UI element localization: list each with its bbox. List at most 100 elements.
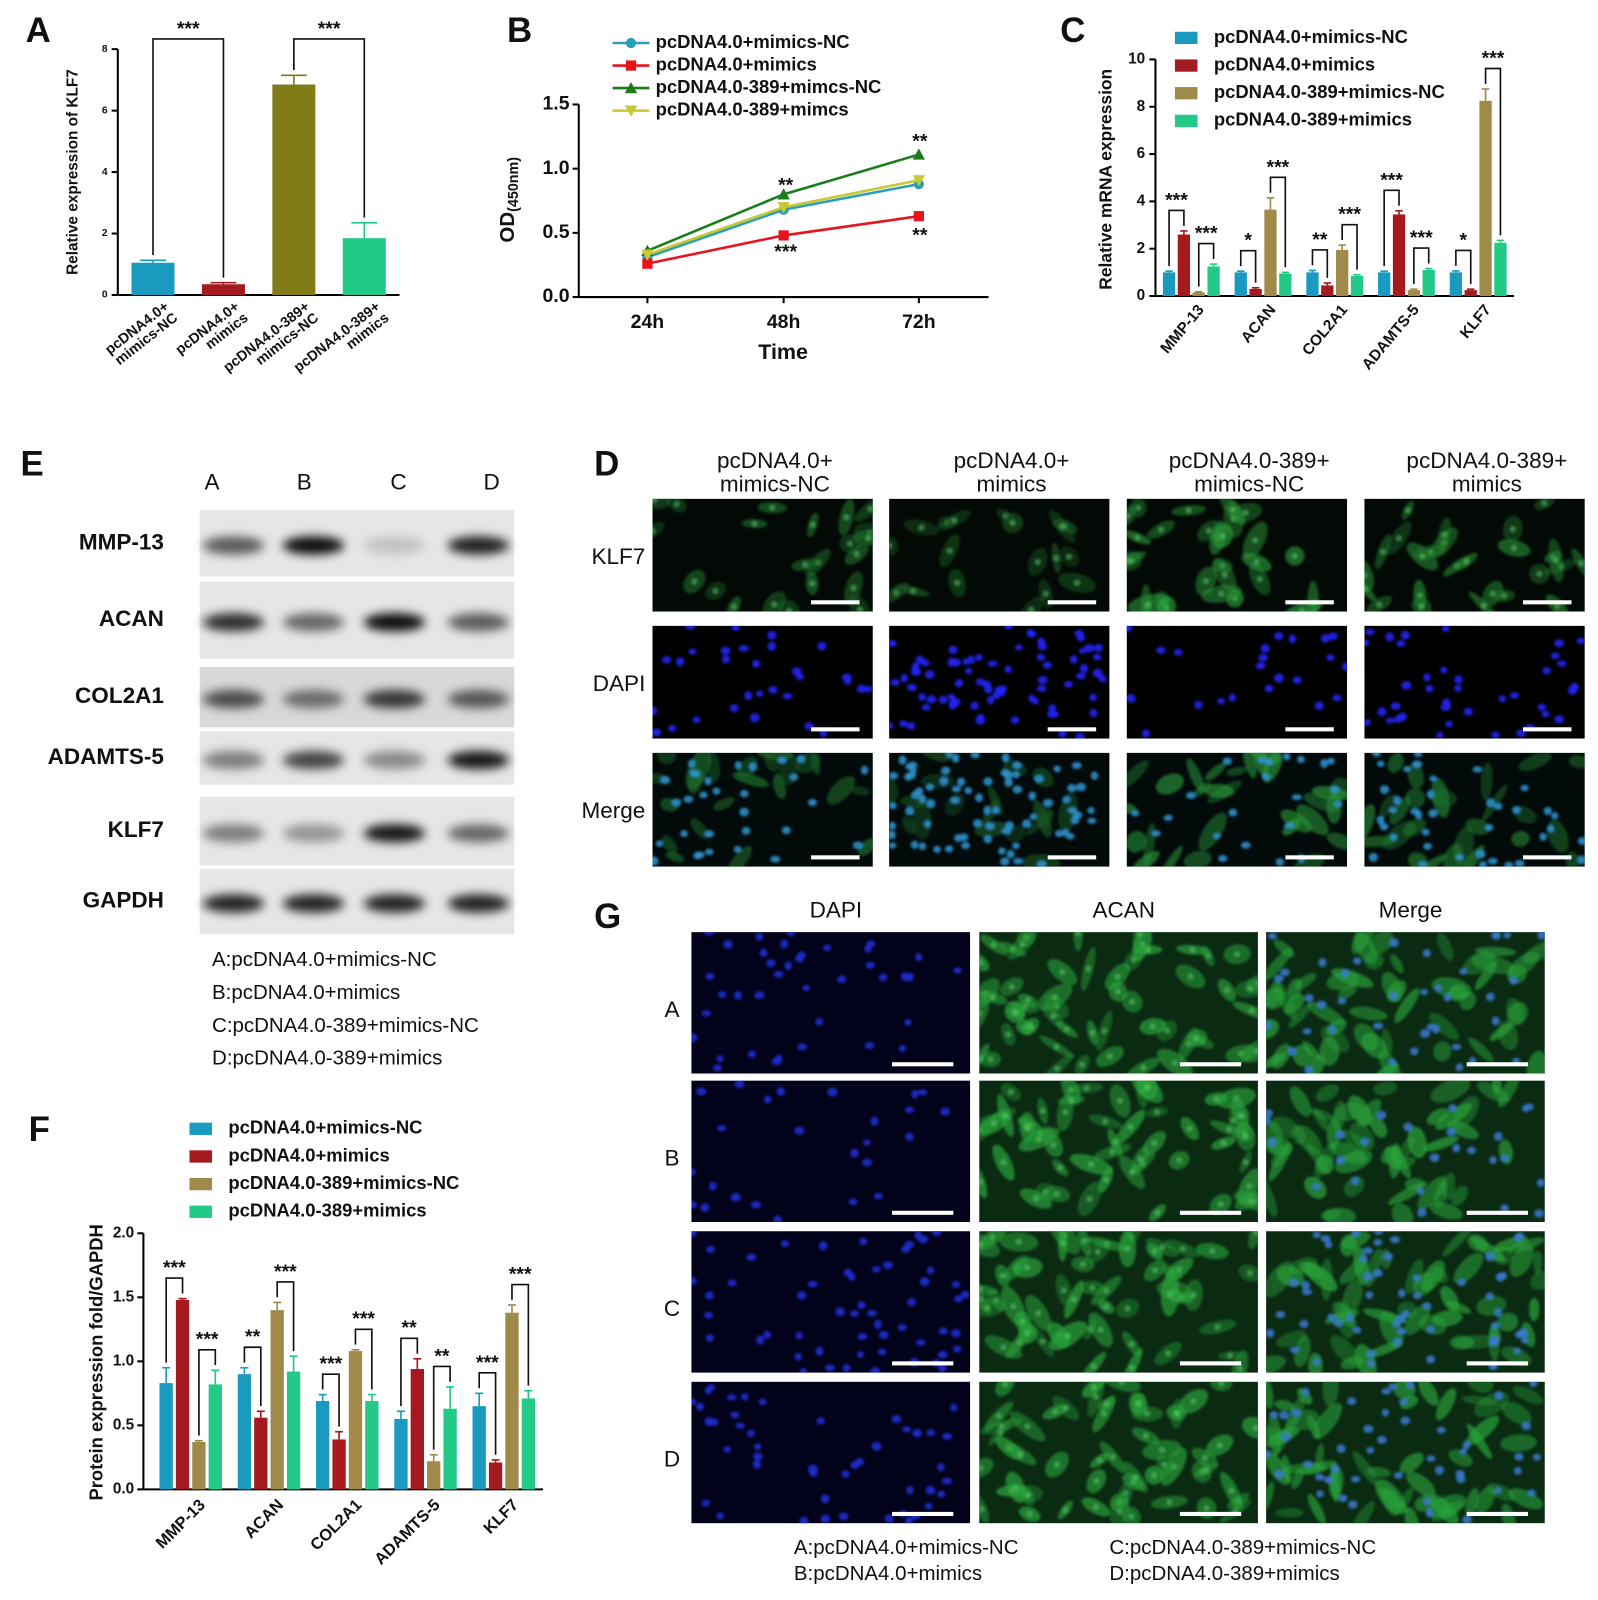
significance-bracket <box>198 1348 217 1436</box>
cell <box>1339 1259 1367 1285</box>
nucleus <box>1445 720 1453 728</box>
nucleus <box>906 1485 914 1495</box>
nucleus <box>889 722 894 730</box>
nucleus <box>1163 814 1173 821</box>
cell <box>1453 1252 1484 1284</box>
scale-bar <box>1047 855 1097 860</box>
nucleus <box>797 951 807 959</box>
micrograph <box>889 508 1096 612</box>
micrograph <box>691 1384 958 1524</box>
nucleus <box>986 695 995 705</box>
nucleus <box>777 756 787 764</box>
nucleus <box>933 845 942 854</box>
cell-core <box>984 1304 991 1312</box>
nucleus <box>906 722 916 730</box>
nucleus <box>1366 1349 1377 1358</box>
cell-core <box>979 1241 984 1248</box>
cell-core <box>673 500 680 508</box>
nucleus <box>1529 1381 1538 1388</box>
cell-core <box>1151 1248 1158 1255</box>
nucleus <box>1429 1153 1440 1163</box>
nucleus <box>1273 974 1284 983</box>
significance-label: *** <box>352 1308 375 1330</box>
nucleus <box>960 1290 970 1299</box>
significance-label: *** <box>177 18 200 40</box>
nucleus <box>1302 1028 1312 1035</box>
nucleus <box>767 641 776 651</box>
point <box>777 188 790 200</box>
blot-band <box>202 894 265 913</box>
cell-core <box>1094 1248 1101 1255</box>
nucleus <box>856 684 867 693</box>
blot-band <box>282 824 345 843</box>
nucleus <box>1494 1487 1502 1494</box>
cell <box>1319 1036 1340 1066</box>
cell <box>1126 802 1138 814</box>
bar <box>342 238 386 296</box>
nucleus <box>1513 1467 1522 1475</box>
cell-core <box>1225 1126 1232 1133</box>
cell-core <box>1190 1292 1197 1299</box>
nucleus <box>1459 968 1468 975</box>
blot-band <box>282 536 345 555</box>
nucleus <box>964 667 973 675</box>
cell-core <box>1075 932 1082 937</box>
nucleus <box>1288 634 1297 644</box>
cell <box>1407 1126 1427 1159</box>
micrograph <box>889 625 1107 739</box>
nucleus <box>1550 652 1560 660</box>
significance-bracket <box>1484 67 1502 236</box>
cell <box>690 818 709 839</box>
nucleus <box>1142 729 1150 738</box>
nucleus <box>1557 660 1567 667</box>
nucleus <box>1359 1255 1368 1263</box>
cell-core <box>1253 1231 1258 1236</box>
nucleus <box>910 790 921 800</box>
nucleus <box>900 673 908 683</box>
nucleus <box>925 1485 936 1495</box>
cell-core <box>1246 1183 1253 1190</box>
nucleus <box>1090 771 1099 780</box>
nucleus <box>710 1418 719 1426</box>
nucleus <box>1455 853 1464 861</box>
cell-core <box>998 1423 1005 1430</box>
cell-core <box>1219 533 1226 540</box>
nucleus <box>873 1192 883 1200</box>
nucleus <box>852 841 863 850</box>
cell-core <box>1132 1473 1139 1481</box>
nucleus <box>1426 1326 1436 1333</box>
cell-core <box>1097 1326 1104 1333</box>
y-tick-label: 2 <box>1137 240 1146 257</box>
nucleus <box>919 1277 930 1287</box>
cell <box>1399 1452 1424 1474</box>
nucleus <box>1515 1232 1525 1240</box>
nucleus <box>848 1198 858 1206</box>
panel-label: D <box>594 444 619 483</box>
cell-core <box>1137 1155 1144 1162</box>
cell <box>1303 792 1339 812</box>
nucleus <box>1006 849 1015 859</box>
nucleus <box>689 769 698 776</box>
nucleus <box>926 1266 935 1275</box>
significance-label: ** <box>434 1345 450 1367</box>
cell-core <box>1501 592 1508 599</box>
cell <box>1501 1346 1532 1367</box>
nucleus <box>1033 774 1044 783</box>
nucleus <box>748 762 758 772</box>
nucleus <box>691 1398 697 1406</box>
cell <box>1160 845 1183 867</box>
nucleus <box>660 775 671 785</box>
nucleus <box>1509 976 1518 985</box>
cell-core <box>1051 993 1059 1001</box>
cell-core <box>989 1234 996 1241</box>
cell <box>1381 1028 1393 1057</box>
cell-core <box>1187 973 1194 980</box>
nucleus <box>794 1352 802 1361</box>
group-key: C:pcDNA4.0-389+mimics-NC <box>212 1014 479 1037</box>
nucleus <box>685 625 695 630</box>
nucleus <box>1341 968 1350 978</box>
nucleus <box>1291 794 1302 801</box>
x-tick-label: MMP-13 <box>1157 302 1207 357</box>
nucleus <box>1098 675 1107 683</box>
cell <box>665 851 685 863</box>
